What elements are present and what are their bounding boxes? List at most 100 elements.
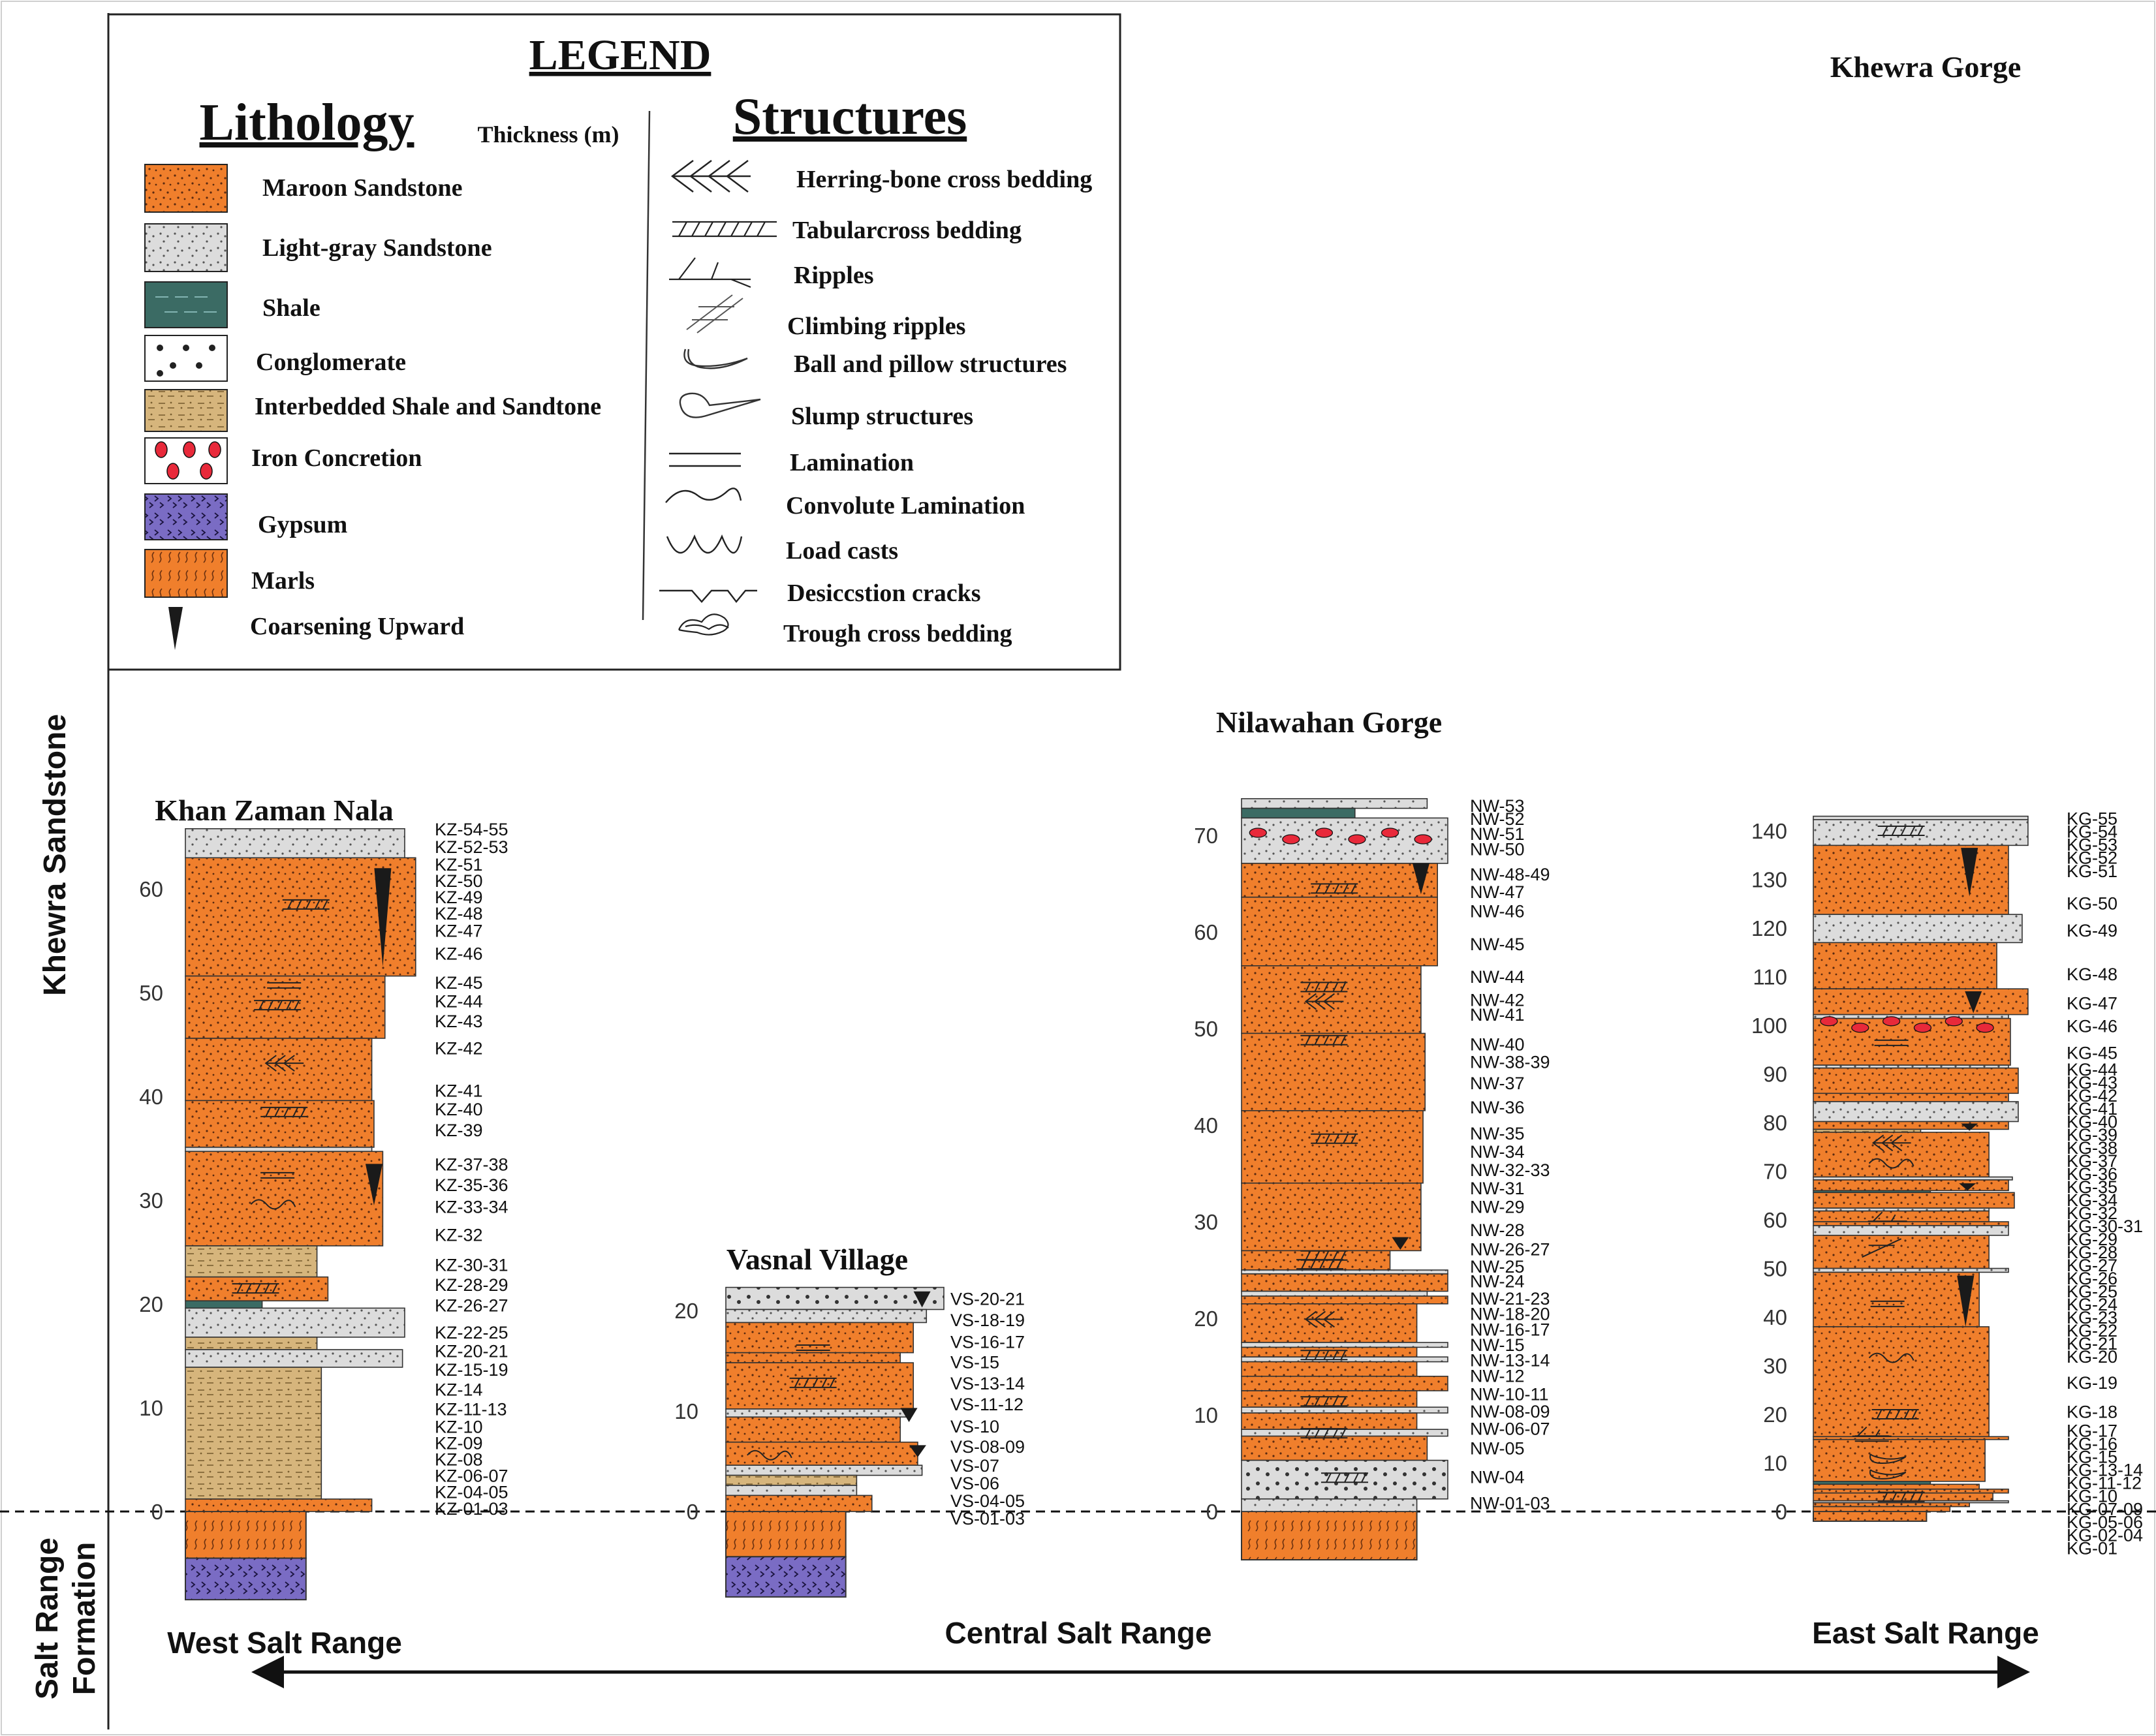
sample-label: KZ-44 xyxy=(435,992,483,1012)
depth-tick-label: 20 xyxy=(674,1299,698,1323)
bed-maroon xyxy=(725,1441,918,1466)
bed-maroon xyxy=(1813,942,1997,989)
bed-interbedded xyxy=(725,1474,858,1486)
legend-structure-label: Tabularcross bedding xyxy=(792,217,1022,244)
tabular-cross-bedding-mark xyxy=(789,1377,837,1388)
sample-label: KG-49 xyxy=(2067,921,2117,940)
sample-label: KG-24 xyxy=(2067,1295,2117,1314)
depth-tick-label: 140 xyxy=(1751,819,1787,843)
depth-tick-label: 60 xyxy=(139,877,163,901)
desiccation-cracks-icon xyxy=(659,589,757,603)
sample-label: KZ-39 xyxy=(435,1121,483,1140)
legend-lith-label: Marls xyxy=(251,567,315,595)
sample-label: NW-44 xyxy=(1470,967,1525,987)
sample-label: KZ-49 xyxy=(435,888,483,907)
legend-title: LEGEND xyxy=(529,31,711,79)
legend-lith-label: Light-gray Sandstone xyxy=(262,234,492,262)
lamination-mark xyxy=(267,982,302,989)
sample-label: NW-51 xyxy=(1470,824,1525,844)
tabular-cross-bedding-mark xyxy=(1311,1133,1358,1144)
bed-light_gray xyxy=(725,1485,858,1496)
sample-label: NW-13-14 xyxy=(1470,1351,1550,1371)
sample-label: NW-28 xyxy=(1470,1220,1525,1240)
coarsening-upward-mark xyxy=(374,868,392,967)
bed-light_gray xyxy=(1241,798,1428,809)
khewra-sandstone-axis-title: Khewra Sandstone xyxy=(38,714,72,996)
convolute-lamination-mark xyxy=(1868,1158,1914,1169)
sample-label: KZ-47 xyxy=(435,922,483,941)
sample-label: KZ-54-55 xyxy=(435,820,508,839)
sample-label: KZ-01-03 xyxy=(435,1499,508,1519)
sample-label: KZ-26-27 xyxy=(435,1296,508,1316)
bed-light_gray xyxy=(1813,1014,2009,1019)
sample-label: NW-45 xyxy=(1470,935,1525,954)
iron-concretion-mark xyxy=(1282,834,1300,845)
bed-interbedded xyxy=(185,1245,318,1278)
sample-label: NW-42 xyxy=(1470,991,1525,1010)
gypsum-swatch xyxy=(144,493,228,540)
depth-tick-label: 90 xyxy=(1763,1062,1787,1087)
bed-maroon xyxy=(1813,1210,1990,1222)
ripples-mark xyxy=(1867,1211,1907,1222)
sample-label: KG-15 xyxy=(2067,1448,2117,1467)
tabular-cross-bedding-mark xyxy=(1300,1034,1348,1046)
depth-tick-label: 110 xyxy=(1753,965,1787,989)
legend-structure-label: Climbing ripples xyxy=(787,313,965,340)
bed-maroon xyxy=(1813,1221,2009,1226)
depth-tick-label: 0 xyxy=(1775,1500,1787,1524)
sample-label: KG-11-12 xyxy=(2067,1474,2142,1493)
bed-maroon xyxy=(1241,1110,1424,1184)
sample-label: NW-21-23 xyxy=(1470,1289,1550,1309)
legend-lith-label: Shale xyxy=(262,294,320,322)
climbing-ripples-mark xyxy=(1862,1238,1902,1258)
sample-label: VS-04-05 xyxy=(950,1491,1025,1511)
column-khan-zaman-nala: 0102030405060KZ-54-55KZ-52-53KZ-51KZ-50K… xyxy=(139,820,508,1601)
sample-label: KG-44 xyxy=(2067,1060,2117,1079)
bed-maroon xyxy=(1813,1017,2011,1066)
slump-icon xyxy=(679,392,761,418)
bed-maroon xyxy=(1813,845,2009,915)
sample-label: KG-37 xyxy=(2067,1151,2117,1171)
climbing-ripples-icon xyxy=(686,294,743,333)
sample-label: KZ-50 xyxy=(435,871,483,891)
sample-label: NW-31 xyxy=(1470,1179,1525,1198)
sample-label: KZ-41 xyxy=(435,1081,483,1100)
sample-label: KG-26 xyxy=(2067,1269,2117,1288)
lamination-mark xyxy=(796,1344,830,1351)
basement-bed-marls xyxy=(185,1511,307,1559)
bed-shale xyxy=(1241,807,1356,819)
lithology-title: Lithology xyxy=(200,94,414,151)
sample-label: NW-37 xyxy=(1470,1074,1525,1093)
iron-concretion-mark xyxy=(1851,1023,1869,1033)
sample-label: KG-34 xyxy=(2067,1190,2117,1210)
iron-concretion-mark xyxy=(1976,1023,1994,1033)
bed-maroon xyxy=(1813,1121,2009,1130)
tabular-cross-bedding-mark xyxy=(1877,826,1925,836)
depth-tick-label: 50 xyxy=(139,981,163,1005)
bed-maroon xyxy=(185,1151,384,1247)
sample-label: KG-07-09 xyxy=(2067,1500,2143,1519)
coarsening-upward-mark xyxy=(1412,863,1430,895)
sample-label: KZ-46 xyxy=(435,944,483,964)
bed-maroon xyxy=(1813,1179,2009,1192)
sample-label: NW-38-39 xyxy=(1470,1052,1550,1072)
bed-maroon xyxy=(1241,863,1439,898)
sample-label: KZ-09 xyxy=(435,1434,483,1453)
sample-label: VS-08-09 xyxy=(950,1437,1025,1457)
sample-label: VS-06 xyxy=(950,1474,999,1493)
coarsening-upward-mark xyxy=(909,1445,926,1457)
section-title-khewra-gorge: Khewra Gorge xyxy=(1830,50,2022,84)
coarsening-upward-icon xyxy=(168,607,183,650)
sample-label: KZ-45 xyxy=(435,973,483,993)
depth-tick-label: 30 xyxy=(1763,1354,1787,1378)
herring-bone-mark xyxy=(1304,993,1344,1010)
coarsening-upward-mark xyxy=(1961,848,1978,897)
coarsening-upward-mark xyxy=(1959,1183,1976,1191)
legend-lith-label: Interbedded Shale and Sandtone xyxy=(255,393,601,420)
sample-label: KG-19 xyxy=(2067,1373,2117,1393)
depth-tick-label: 130 xyxy=(1751,868,1787,892)
legend-structure-label: Trough cross bedding xyxy=(783,620,1012,647)
bed-light_gray xyxy=(1813,914,2023,944)
sample-label: KG-46 xyxy=(2067,1017,2117,1036)
